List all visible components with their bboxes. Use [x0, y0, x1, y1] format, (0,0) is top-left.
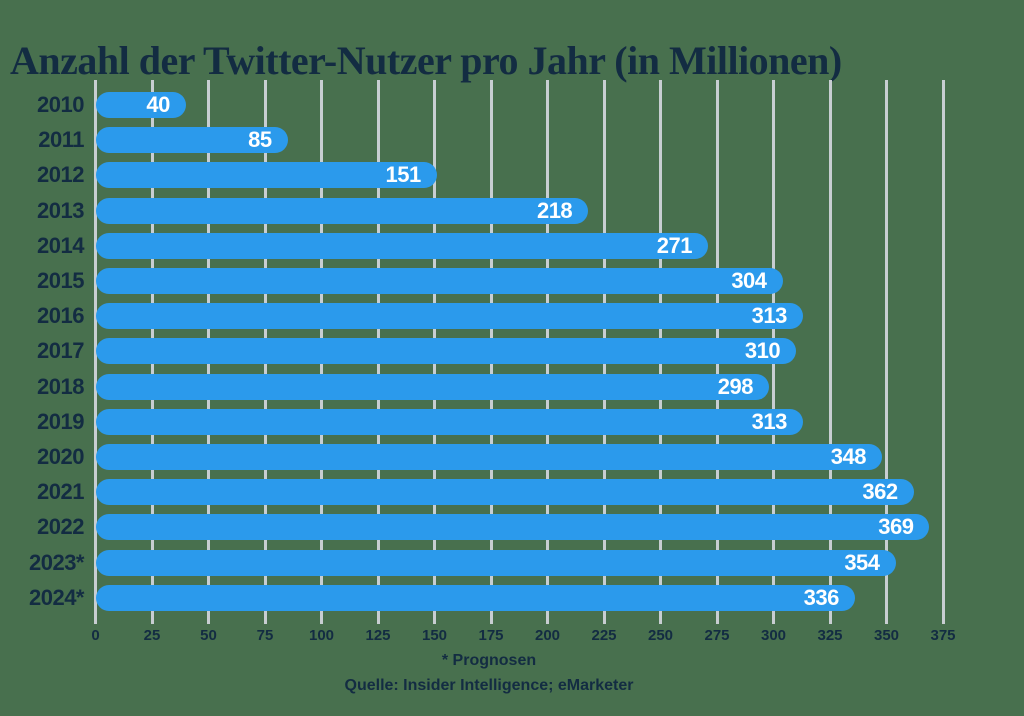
- value-label: 85: [248, 127, 272, 153]
- chart-footer: * Prognosen Quelle: Insider Intelligence…: [0, 652, 978, 695]
- value-label: 304: [731, 268, 767, 293]
- bar: 354: [95, 549, 896, 576]
- bar: 218: [95, 197, 589, 224]
- x-tick-label: 200: [534, 627, 561, 644]
- value-label: 369: [878, 514, 914, 540]
- footnote: * Prognosen: [441, 652, 537, 669]
- year-label: 2019: [37, 408, 84, 434]
- bar: 348: [95, 444, 882, 470]
- value-label: 348: [830, 444, 867, 469]
- gridline: [941, 80, 945, 624]
- bar: 151: [95, 162, 437, 189]
- x-tick-label: 225: [591, 627, 617, 644]
- year-label: 2014: [37, 232, 84, 258]
- x-tick-label: 25: [143, 627, 161, 644]
- bar: 271: [95, 232, 708, 259]
- x-tick-label: 175: [478, 627, 504, 644]
- value-label: 271: [656, 232, 693, 258]
- value-label: 313: [751, 303, 788, 329]
- value-label: 362: [862, 479, 898, 505]
- year-label: 2011: [38, 127, 84, 153]
- year-label: 2012: [37, 162, 84, 188]
- year-label: 2016: [37, 303, 84, 329]
- bar: 85: [95, 127, 288, 154]
- value-label: 40: [146, 92, 170, 117]
- chart-title: Anzahl der Twitter-Nutzer pro Jahr (in M…: [10, 37, 842, 83]
- gridline: [828, 80, 832, 624]
- x-tick-label: 100: [308, 627, 335, 644]
- year-label: 2023*: [28, 549, 85, 575]
- x-tick-label: 50: [200, 627, 217, 644]
- year-label: 2018: [37, 373, 84, 399]
- x-tick-label: 325: [817, 627, 843, 644]
- x-tick-label: 150: [421, 627, 448, 644]
- x-tick-label: 350: [873, 627, 900, 644]
- year-label: 2022: [37, 514, 84, 540]
- gridline: [885, 80, 888, 624]
- value-label: 298: [717, 373, 754, 399]
- bar: 362: [95, 479, 914, 506]
- year-label: 2021: [37, 479, 84, 505]
- bar: 304: [95, 268, 783, 294]
- bar: 313: [95, 408, 803, 435]
- bar: 40: [95, 92, 186, 118]
- x-tick-label: 275: [704, 627, 730, 644]
- value-label: 313: [751, 408, 788, 434]
- value-label: 218: [536, 197, 573, 223]
- year-label: 2017: [37, 338, 84, 364]
- bar: 313: [95, 303, 803, 330]
- value-label: 151: [385, 162, 422, 188]
- year-label: 2024*: [28, 584, 85, 610]
- year-label: 2020: [37, 444, 84, 469]
- value-label: 310: [744, 338, 781, 364]
- source-credit: Quelle: Insider Intelligence; eMarketer: [344, 677, 634, 694]
- bar: 336: [95, 584, 855, 611]
- x-tick-label: 250: [647, 627, 674, 644]
- value-label: 354: [844, 549, 880, 575]
- year-label: 2015: [37, 268, 84, 293]
- x-tick-label: 300: [760, 627, 787, 644]
- bar: 310: [95, 338, 797, 365]
- x-tick-label: 125: [365, 627, 391, 644]
- bar: 298: [95, 373, 769, 400]
- year-label: 2010: [37, 92, 84, 117]
- year-label: 2013: [37, 197, 84, 223]
- x-tick-label: 0: [91, 627, 100, 644]
- x-tick-label: 75: [256, 627, 274, 644]
- bar: 369: [95, 514, 930, 541]
- value-label: 336: [803, 584, 840, 610]
- x-tick-label: 375: [930, 627, 956, 644]
